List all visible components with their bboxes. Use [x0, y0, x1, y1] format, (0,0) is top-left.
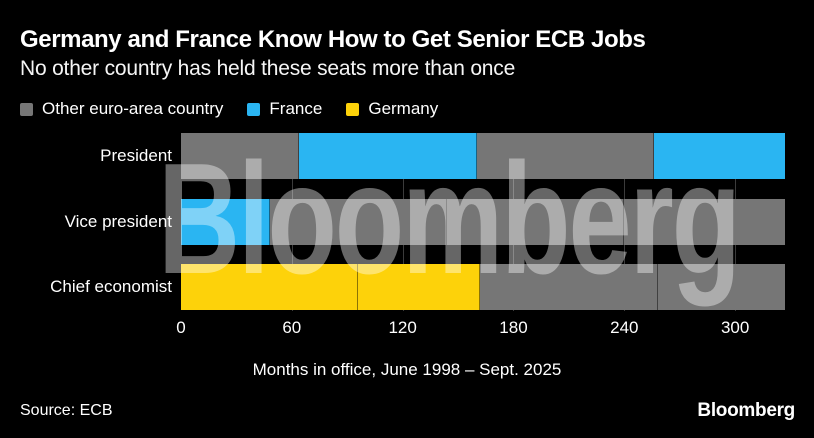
bar-row-chief-economist: [181, 264, 785, 310]
bar-segment: [624, 199, 785, 245]
chart-title: Germany and France Know How to Get Senio…: [20, 26, 646, 53]
x-tick-label-60: 60: [282, 318, 302, 337]
category-label-vice-president: Vice president: [64, 212, 172, 231]
legend-swatch-germany: [346, 102, 360, 116]
legend-swatch-other: [20, 102, 33, 116]
bar-segment: [269, 199, 447, 245]
x-axis-caption: Months in office, June 1998 – Sept. 2025: [252, 360, 562, 379]
legend-label: Other euro-area country: [42, 99, 224, 118]
legend-label: Germany: [368, 99, 439, 118]
bar-row-vice-president: [181, 199, 785, 245]
x-tick-label-120: 120: [388, 318, 417, 337]
category-label-chief-economist: Chief economist: [50, 277, 172, 296]
bar-row-president: [181, 133, 785, 179]
bloomberg-logo: Bloomberg: [697, 400, 795, 421]
bar-segment: [653, 133, 785, 179]
bar-segment: [358, 264, 481, 310]
bar-segment: [476, 133, 654, 179]
legend-item-other: Other euro-area country: [20, 99, 223, 119]
legend-label: France: [269, 99, 323, 118]
bar-segment: [181, 264, 359, 310]
bar-segment: [181, 133, 300, 179]
bar-segment: [657, 264, 785, 310]
bar-segment: [299, 133, 477, 179]
x-tick-label-180: 180: [499, 318, 528, 337]
legend-swatch-france: [247, 102, 261, 116]
bar-segment: [480, 264, 658, 310]
plot-area: [181, 133, 785, 311]
x-tick-label-300: 300: [720, 318, 750, 337]
source-note: Source: ECB: [20, 402, 113, 419]
x-tick-label-240: 240: [610, 318, 639, 337]
legend-item-germany: Germany: [346, 99, 438, 119]
legend: Other euro-area country France Germany: [20, 99, 438, 119]
category-label-president: President: [100, 146, 172, 165]
legend-item-france: France: [247, 99, 322, 119]
chart-subtitle: No other country has held these seats mo…: [20, 57, 516, 80]
bar-segment: [181, 199, 270, 245]
bar-segment: [446, 199, 625, 245]
x-tick-label-0: 0: [176, 318, 186, 337]
